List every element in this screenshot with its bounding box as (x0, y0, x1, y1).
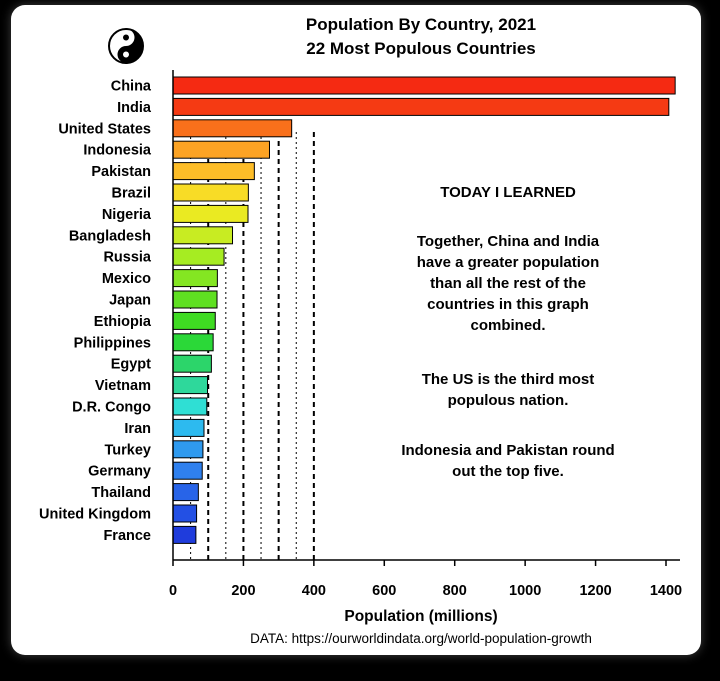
annotation-fact1-line3: than all the rest of the (430, 275, 586, 292)
category-labels: China India United States Indonesia Pakistan… (39, 79, 152, 544)
annotation-fact1-line2: have a greater population (417, 254, 600, 271)
category-label: Brazil (112, 186, 152, 202)
annotation-fact1-line4: countries in this graph (427, 296, 589, 313)
category-label: Ethiopia (94, 314, 152, 330)
category-label: Japan (109, 293, 151, 309)
x-tick-label: 1000 (509, 583, 541, 599)
bar-iran (172, 418, 205, 437)
annotation-fact2-line1: The US is the third most (422, 371, 595, 388)
bar-japan (172, 290, 218, 309)
chart-subtitle: 22 Most Populous Countries (306, 39, 536, 58)
bar-nigeria (172, 204, 249, 223)
bar-indonesia (172, 140, 270, 159)
category-label: Vietnam (95, 378, 151, 394)
bar-russia (172, 247, 225, 266)
x-axis-label: Population (millions) (344, 608, 497, 625)
bars (172, 76, 676, 544)
bar-united-kingdom (172, 504, 198, 523)
category-label: Mexico (102, 271, 151, 287)
chart-title: Population By Country, 2021 (306, 15, 536, 34)
bar-india (172, 97, 670, 116)
data-source: DATA: https://ourworldindata.org/world-p… (250, 631, 592, 646)
category-label: United States (58, 121, 151, 137)
category-label: China (111, 79, 152, 95)
x-tick-label: 1200 (579, 583, 611, 599)
category-label: Philippines (74, 335, 151, 351)
bar-philippines (172, 333, 214, 352)
bar-germany (172, 461, 203, 480)
bar-thailand (172, 483, 199, 502)
category-label: Pakistan (91, 164, 151, 180)
yin-yang-icon (108, 28, 144, 64)
category-label: Bangladesh (69, 228, 151, 244)
annotation-heading: TODAY I LEARNED (440, 184, 576, 201)
annotation-fact3-line1: Indonesia and Pakistan round (401, 442, 614, 459)
bar-brazil (172, 183, 249, 202)
annotation-fact3-line2: out the top five. (452, 463, 564, 480)
bar-d-r-congo (172, 397, 208, 416)
category-label: Indonesia (83, 143, 152, 159)
category-label: Russia (103, 250, 151, 266)
x-tick-label: 200 (231, 583, 255, 599)
category-label: Thailand (91, 485, 151, 501)
x-tick-label: 600 (372, 583, 396, 599)
bar-egypt (172, 354, 212, 373)
bar-france (172, 525, 197, 544)
x-tick-label: 800 (443, 583, 467, 599)
bar-ethiopia (172, 311, 216, 330)
category-label: India (117, 100, 152, 116)
bar-vietnam (172, 376, 209, 395)
x-tick-label: 0 (169, 583, 177, 599)
bar-pakistan (172, 162, 255, 181)
category-label: France (103, 528, 151, 544)
x-ticks: 0 200 400 600 800 1000 1200 1400 (169, 560, 682, 599)
x-tick-label: 400 (302, 583, 326, 599)
bar-bangladesh (172, 226, 234, 245)
bar-china (172, 76, 676, 95)
category-label: Nigeria (102, 207, 152, 223)
annotation-fact1-line5: combined. (470, 317, 545, 334)
annotation-fact2-line2: populous nation. (448, 392, 569, 409)
annotation-fact1-line1: Together, China and India (417, 233, 600, 250)
category-label: Germany (88, 464, 151, 480)
category-label: Turkey (105, 442, 151, 458)
bar-united-states (172, 119, 293, 138)
category-label: Egypt (111, 357, 151, 373)
annotation-block: TODAY I LEARNED Together, China and Indi… (401, 184, 614, 480)
bar-mexico (172, 269, 218, 288)
category-label: D.R. Congo (72, 400, 151, 416)
bar-turkey (172, 440, 204, 459)
category-label: United Kingdom (39, 507, 151, 523)
category-label: Iran (124, 421, 151, 437)
x-tick-label: 1400 (650, 583, 682, 599)
